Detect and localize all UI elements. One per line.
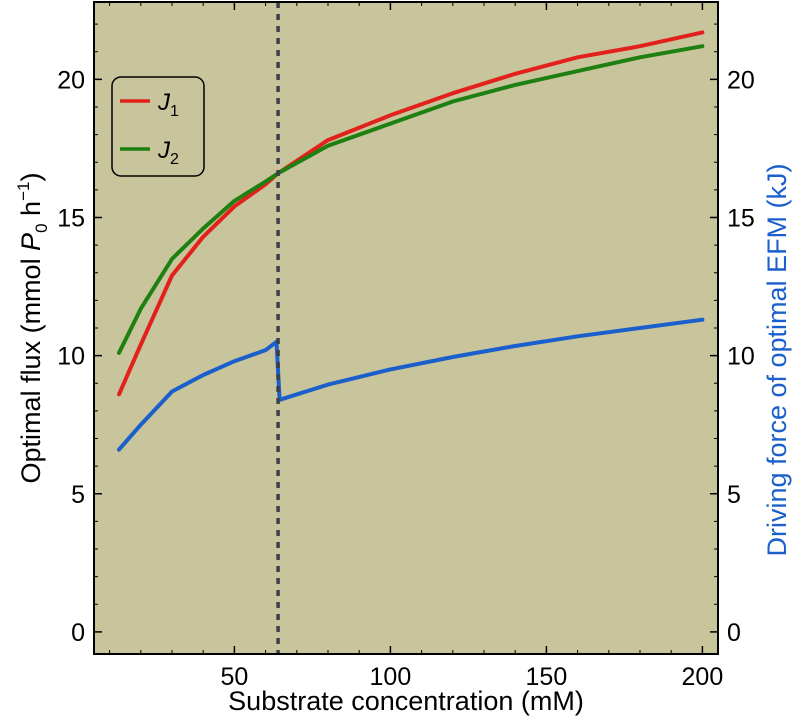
legend: J1 J2 <box>111 76 205 177</box>
y-right-tick-label: 20 <box>727 66 755 94</box>
series-line-j1 <box>117 30 705 397</box>
y-left-tick-label: 20 <box>57 66 85 94</box>
legend-label-j2: J2 <box>157 137 179 168</box>
x-tick-label: 100 <box>370 663 412 691</box>
series-line-j2 <box>117 44 705 355</box>
x-tick-label: 50 <box>220 663 248 691</box>
x-axis-title: Substrate concentration (mM) <box>228 686 584 716</box>
y-left-tick-label: 0 <box>71 619 85 647</box>
y-right-tick-label: 10 <box>727 343 755 371</box>
y-axis-title-right: Driving force of optimal EFM (kJ) <box>762 163 792 556</box>
y-left-tick-label: 5 <box>71 481 85 509</box>
y-right-tick-label: 5 <box>727 481 741 509</box>
y-axis-title-left: Optimal flux (mmol P0 h−1) <box>14 173 51 484</box>
y-left-tick-label: 10 <box>57 343 85 371</box>
legend-label-j1: J1 <box>157 89 179 120</box>
x-tick-label: 200 <box>682 663 724 691</box>
y-right-tick-label: 15 <box>727 204 755 232</box>
y-right-tick-label: 0 <box>727 619 741 647</box>
x-tick-label: 150 <box>526 663 568 691</box>
y-left-tick-label: 15 <box>57 204 85 232</box>
